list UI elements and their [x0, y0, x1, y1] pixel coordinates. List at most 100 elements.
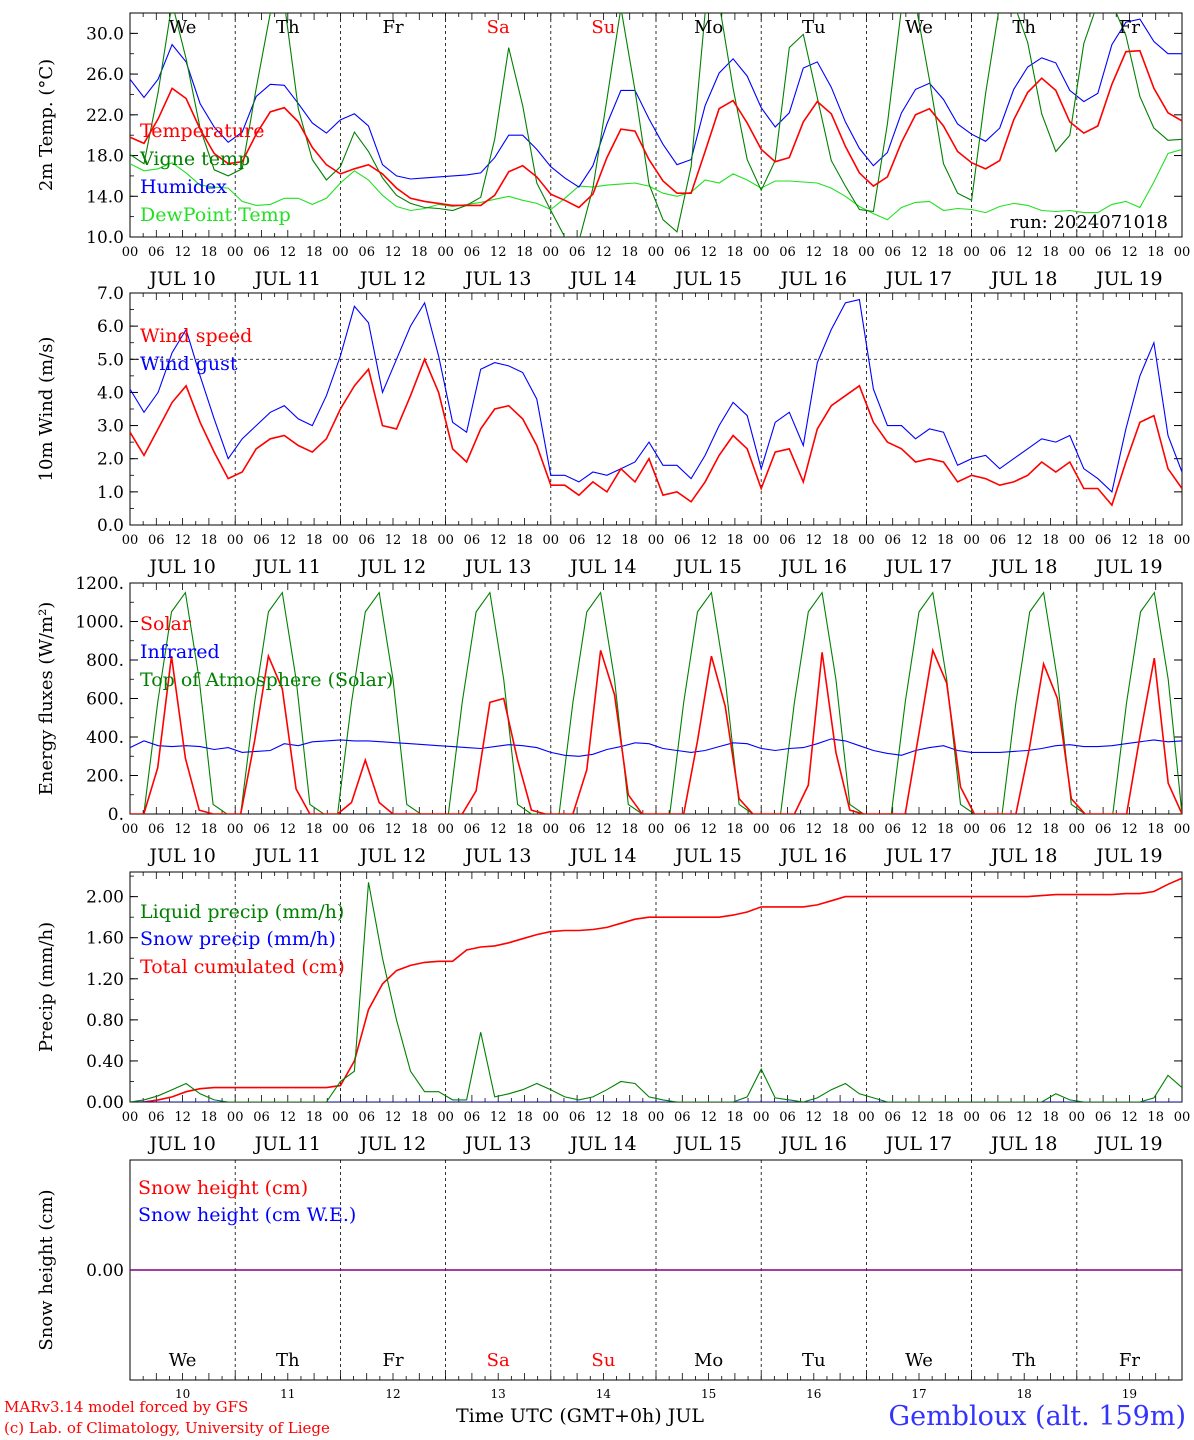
- hour-tick-label: 00: [122, 245, 139, 260]
- y-tick-label: 18.0: [86, 147, 124, 167]
- legend-entry: Liquid precip (mm/h): [140, 901, 344, 923]
- hour-tick-label: 12: [490, 533, 507, 548]
- y-tick-label: 30.0: [86, 24, 124, 44]
- hour-tick-label: 06: [464, 822, 481, 837]
- hour-tick-label: 06: [884, 822, 901, 837]
- date-label: JUL 10: [147, 845, 215, 867]
- hour-tick-label: 00: [1069, 1110, 1086, 1125]
- legend-entry: Snow height (cm W.E.): [138, 1204, 356, 1226]
- hour-tick-label: 12: [595, 533, 612, 548]
- weekday-label-top: Sa: [487, 17, 510, 38]
- weekday-label-top: Fr: [382, 17, 403, 38]
- day-number-label: 13: [491, 1387, 506, 1401]
- date-label: JUL 15: [673, 268, 741, 290]
- hour-tick-label: 00: [753, 1110, 770, 1125]
- hour-tick-label: 12: [595, 1110, 612, 1125]
- hour-tick-label: 18: [621, 822, 638, 837]
- y-tick-label: 2.0: [97, 450, 124, 470]
- series-group-4: [130, 877, 1182, 1102]
- hour-tick-label: 00: [753, 822, 770, 837]
- series-group-2: [130, 298, 1182, 507]
- date-label: JUL 13: [463, 845, 531, 867]
- hour-tick-label: 00: [648, 245, 665, 260]
- hour-tick-label: 12: [700, 533, 717, 548]
- y-tick-label: 14.0: [86, 187, 124, 207]
- hour-tick-label: 06: [358, 533, 375, 548]
- hour-tick-label: 18: [306, 245, 323, 260]
- hour-tick-label: 00: [1069, 533, 1086, 548]
- hour-tick-label: 06: [779, 533, 796, 548]
- date-label: JUL 16: [779, 1133, 847, 1155]
- hour-tick-label: 00: [227, 533, 244, 548]
- hour-tick-label: 18: [621, 1110, 638, 1125]
- date-label: JUL 17: [884, 268, 952, 290]
- hour-tick-label: 06: [990, 1110, 1007, 1125]
- y-tick-label: 200.: [86, 767, 124, 787]
- date-label: JUL 18: [989, 1133, 1057, 1155]
- hour-tick-label: 00: [122, 533, 139, 548]
- weekday-label-top: Mo: [694, 17, 723, 38]
- date-label: JUL 10: [147, 556, 215, 578]
- series-line-solar: [130, 647, 1182, 814]
- hour-tick-label: 06: [464, 245, 481, 260]
- date-label: JUL 18: [989, 556, 1057, 578]
- legend-entry: Snow precip (mm/h): [140, 928, 336, 950]
- date-label: JUL 17: [884, 1133, 952, 1155]
- hour-tick-label: 06: [148, 533, 165, 548]
- hour-tick-label: 12: [280, 245, 297, 260]
- date-label: JUL 12: [358, 845, 426, 867]
- hour-tick-label: 06: [779, 822, 796, 837]
- hour-tick-label: 12: [1016, 245, 1033, 260]
- date-label: JUL 17: [884, 556, 952, 578]
- y-tick-label: 0.00: [86, 1093, 124, 1113]
- hour-tick-label: 06: [1095, 822, 1112, 837]
- hour-tick-label: 06: [1095, 533, 1112, 548]
- hour-tick-label: 00: [332, 245, 349, 260]
- day-number-label: 12: [385, 1387, 400, 1401]
- day-number-label: 11: [280, 1387, 295, 1401]
- hour-tick-label: 12: [280, 822, 297, 837]
- hour-tick-label: 00: [227, 1110, 244, 1125]
- y-tick-label: 22.0: [86, 106, 124, 126]
- hour-tick-label: 00: [858, 822, 875, 837]
- hour-tick-label: 00: [963, 822, 980, 837]
- hour-tick-label: 00: [437, 1110, 454, 1125]
- y-tick-label: 1.20: [86, 970, 124, 990]
- hour-tick-label: 06: [779, 245, 796, 260]
- y-axis-title: Snow height (cm): [36, 1189, 57, 1350]
- hour-tick-label: 12: [1121, 822, 1138, 837]
- hour-tick-label: 00: [1069, 245, 1086, 260]
- date-label: JUL 16: [779, 556, 847, 578]
- hour-tick-label: 18: [727, 533, 744, 548]
- hour-tick-label: 06: [358, 1110, 375, 1125]
- hour-tick-label: 18: [937, 533, 954, 548]
- weekday-label-bottom: Fr: [1119, 1350, 1140, 1371]
- hour-tick-label: 12: [911, 533, 928, 548]
- hour-tick-label: 00: [543, 533, 560, 548]
- legend-entry: Humidex: [140, 176, 227, 198]
- weekday-label-top: Th: [1012, 17, 1036, 38]
- y-tick-label: 400.: [86, 728, 124, 748]
- hour-tick-label: 00: [332, 822, 349, 837]
- date-label: JUL 10: [147, 1133, 215, 1155]
- hour-tick-label: 00: [858, 1110, 875, 1125]
- hour-tick-label: 12: [280, 1110, 297, 1125]
- legend-entry: Snow height (cm): [138, 1177, 308, 1199]
- y-tick-label: 3.0: [97, 417, 124, 437]
- date-label: JUL 12: [358, 1133, 426, 1155]
- hour-tick-label: 06: [1095, 245, 1112, 260]
- date-label: JUL 15: [673, 845, 741, 867]
- date-label: JUL 16: [779, 268, 847, 290]
- hour-tick-label: 18: [411, 245, 428, 260]
- hour-tick-label: 00: [963, 245, 980, 260]
- hour-tick-label: 06: [569, 245, 586, 260]
- y-tick-label: 0.80: [86, 1011, 124, 1031]
- series-line-wind-gust: [130, 298, 1182, 493]
- legend-entry: DewPoint Temp: [140, 204, 291, 226]
- hour-tick-label: 12: [700, 822, 717, 837]
- hour-tick-label: 00: [1174, 533, 1191, 548]
- y-tick-label: 0.00: [86, 1261, 124, 1281]
- weekday-label-bottom: Mo: [694, 1350, 723, 1371]
- day-number-label: 10: [175, 1387, 190, 1401]
- hour-tick-label: 18: [832, 245, 849, 260]
